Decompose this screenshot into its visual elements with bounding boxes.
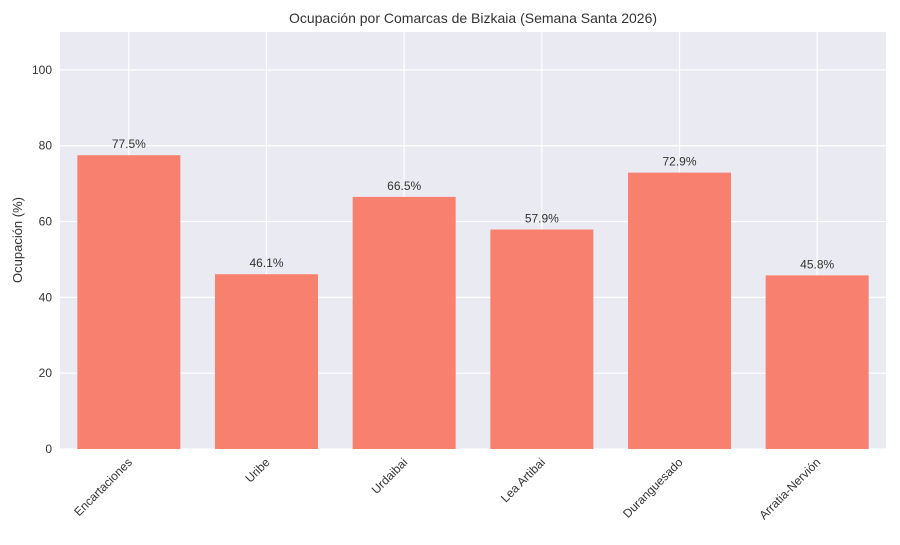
y-tick-label: 80 [39, 139, 53, 153]
y-tick-label: 0 [45, 442, 52, 456]
y-axis-label: Ocupación (%) [10, 197, 25, 283]
bar [765, 275, 869, 449]
x-tick-label: Arratia-Nervión [756, 455, 823, 522]
x-tick-label: Urdaibai [369, 455, 411, 497]
x-tick-label: Lea Artibai [498, 455, 548, 505]
data-label: 45.8% [800, 257, 834, 271]
bar [215, 274, 318, 449]
data-label: 66.5% [387, 179, 421, 193]
bar [352, 196, 456, 449]
y-tick-label: 100 [32, 63, 52, 77]
x-tick-label: Duranguesado [620, 455, 686, 521]
chart-title: Ocupación por Comarcas de Bizkaia (Seman… [289, 10, 657, 26]
bar [628, 172, 731, 449]
bar [77, 155, 181, 450]
data-label: 46.1% [249, 256, 283, 270]
x-tick-label: Encartaciones [71, 455, 135, 519]
y-tick-label: 40 [39, 290, 53, 304]
data-label: 57.9% [525, 212, 559, 226]
data-label: 77.5% [112, 137, 146, 151]
data-label: 72.9% [662, 155, 696, 169]
y-tick-label: 20 [39, 366, 53, 380]
bar [490, 229, 594, 449]
x-tick-label: Uribe [242, 455, 272, 485]
y-tick-label: 60 [39, 215, 53, 229]
plot-background [60, 32, 886, 449]
